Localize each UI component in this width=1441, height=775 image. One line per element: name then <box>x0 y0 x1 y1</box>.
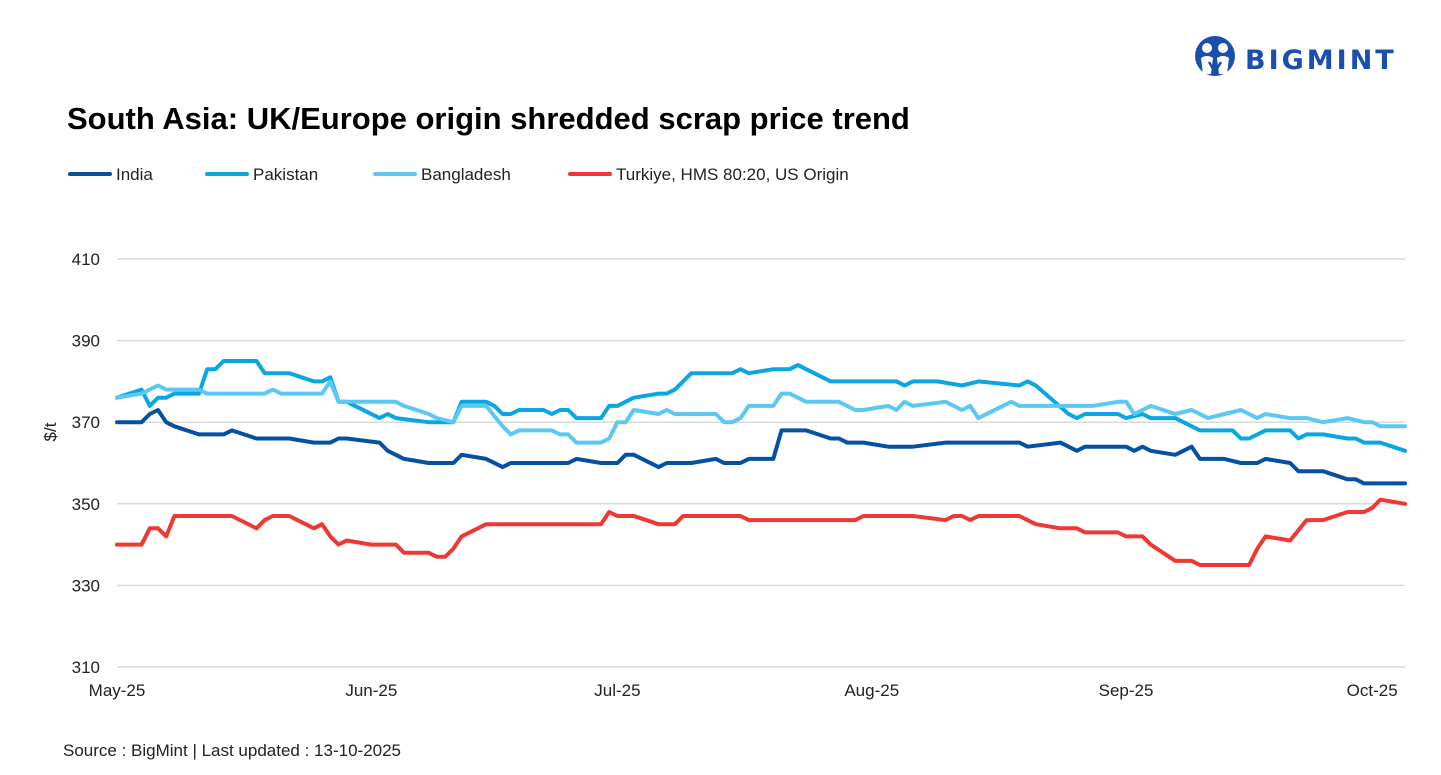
series-line-pakistan <box>115 359 1407 453</box>
y-axis-label: $/t <box>41 422 60 441</box>
x-tick-label: Jun-25 <box>345 681 397 700</box>
x-tick-label: Sep-25 <box>1099 681 1154 700</box>
y-tick-label: 330 <box>72 576 100 595</box>
series-line-india <box>115 408 1407 486</box>
y-tick-label: 370 <box>72 413 100 432</box>
y-tick-label: 390 <box>72 332 100 351</box>
bigmint-logo-icon <box>1195 36 1235 76</box>
legend-item: India <box>68 165 153 184</box>
legend: India Pakistan Bangladesh Turkiye, HMS 80:2… <box>68 165 849 184</box>
legend-label: Turkiye, HMS 80:20, US Origin <box>616 165 849 184</box>
y-axis-ticks: 310 330 350 370 390 410 <box>72 250 100 677</box>
series-line-turkiye <box>115 497 1407 567</box>
bigmint-logo-text: BIGMINT <box>1245 45 1397 76</box>
chart-title: South Asia: UK/Europe origin shredded sc… <box>67 101 910 136</box>
series-line-bangladesh <box>115 379 1407 445</box>
series-lines <box>115 359 1407 567</box>
x-tick-label: Jul-25 <box>594 681 640 700</box>
legend-label: Pakistan <box>253 165 318 184</box>
legend-label: India <box>116 165 153 184</box>
source-note: Source : BigMint | Last updated : 13-10-… <box>63 741 401 760</box>
y-tick-label: 350 <box>72 495 100 514</box>
x-tick-label: Aug-25 <box>844 681 899 700</box>
bigmint-logo: BIGMINT <box>1195 36 1397 76</box>
legend-item: Turkiye, HMS 80:20, US Origin <box>568 165 849 184</box>
gridlines <box>117 258 1405 668</box>
x-tick-label: May-25 <box>89 681 146 700</box>
x-axis-ticks: May-25 Jun-25 Jul-25 Aug-25 Sep-25 Oct-25 <box>89 681 1398 700</box>
x-tick-label: Oct-25 <box>1347 681 1398 700</box>
legend-item: Bangladesh <box>373 165 511 184</box>
legend-item: Pakistan <box>205 165 318 184</box>
y-tick-label: 410 <box>72 250 100 269</box>
legend-label: Bangladesh <box>421 165 511 184</box>
y-tick-label: 310 <box>72 658 100 677</box>
